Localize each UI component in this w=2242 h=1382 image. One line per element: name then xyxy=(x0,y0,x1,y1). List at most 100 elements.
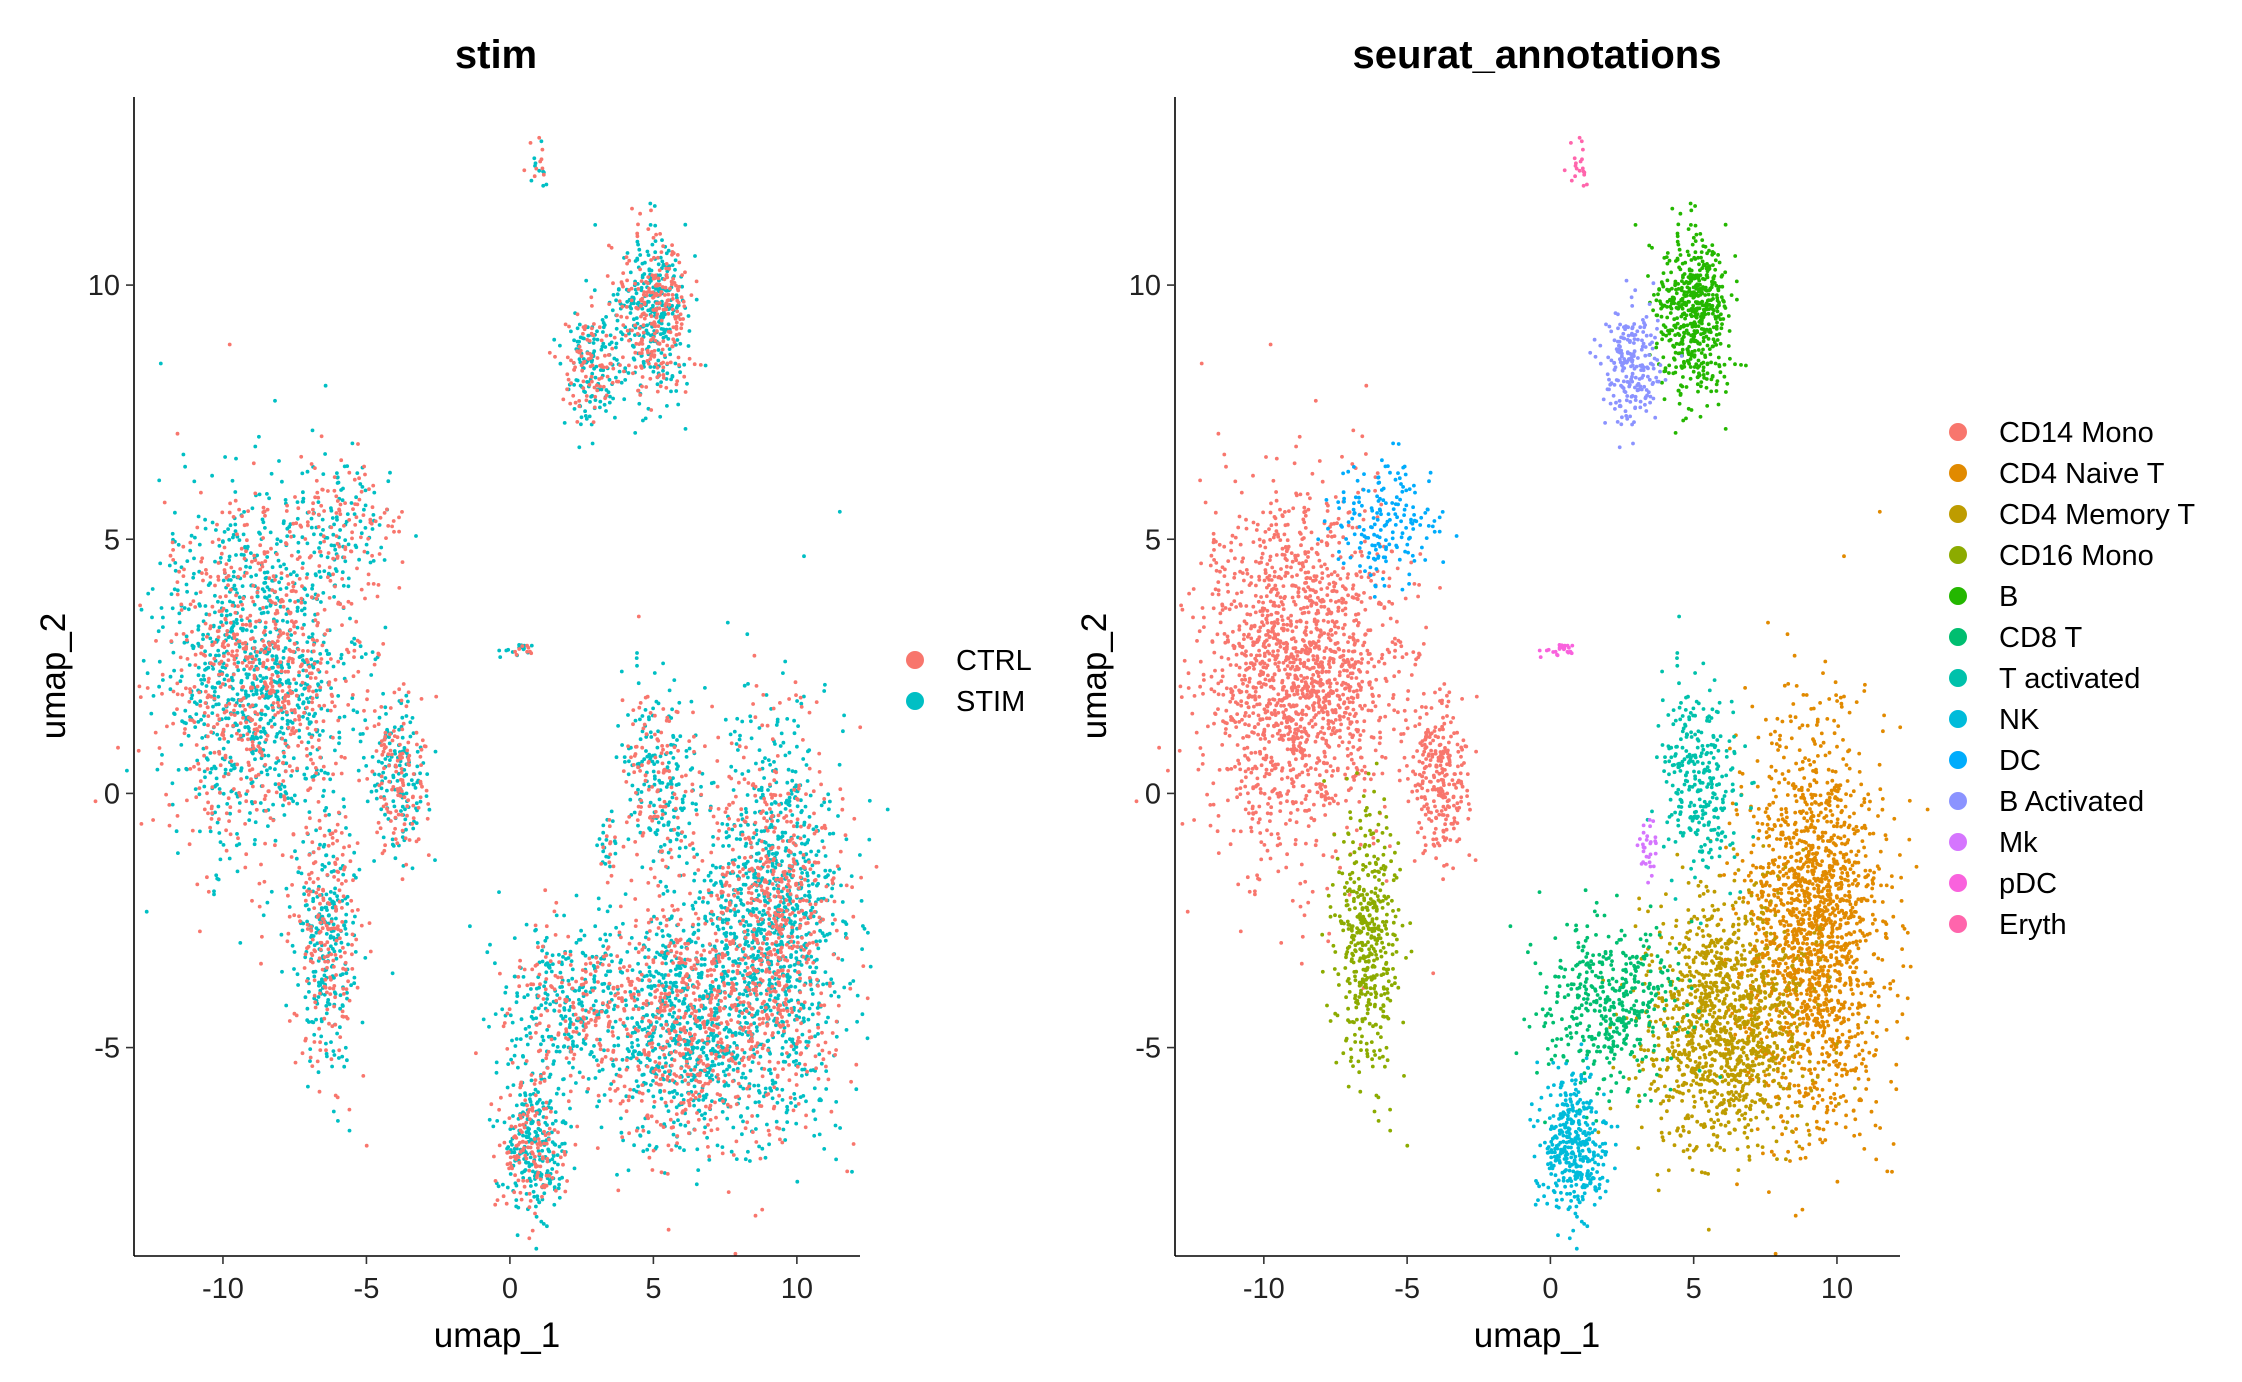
cell-point xyxy=(307,907,311,912)
cell-point xyxy=(544,1001,548,1005)
cell-point xyxy=(201,632,206,637)
cell-point xyxy=(193,787,198,791)
cell-point xyxy=(552,1202,557,1207)
cell-point xyxy=(746,875,750,880)
cell-point xyxy=(340,1054,345,1059)
cell-point xyxy=(765,942,769,946)
cell-point xyxy=(297,697,302,702)
cell-point xyxy=(286,701,291,706)
cell-point xyxy=(210,811,215,815)
cell-point xyxy=(332,475,337,479)
cell-point xyxy=(298,664,303,669)
cell-point xyxy=(503,990,508,995)
cell-point xyxy=(217,787,222,791)
cell-point xyxy=(615,1172,619,1177)
cell-point xyxy=(736,909,741,914)
cell-point xyxy=(343,756,347,760)
cell-point xyxy=(754,761,758,766)
cell-point xyxy=(583,390,587,394)
cell-point xyxy=(556,1162,560,1167)
cell-point xyxy=(176,542,181,547)
cell-point xyxy=(809,849,813,854)
cell-point xyxy=(221,843,226,847)
cell-point xyxy=(505,1146,509,1151)
cell-point xyxy=(285,620,290,624)
cell-point xyxy=(678,734,683,739)
cell-point xyxy=(231,672,236,677)
cell-point xyxy=(754,799,759,804)
cell-point xyxy=(400,727,405,732)
cell-point xyxy=(550,1167,555,1171)
cell-point xyxy=(355,566,359,571)
cell-point xyxy=(244,622,249,627)
cell-point xyxy=(823,682,827,687)
cell-point xyxy=(265,900,270,905)
cell-point xyxy=(806,1017,811,1022)
cell-point xyxy=(859,899,864,903)
cell-point xyxy=(648,827,653,832)
cell-point xyxy=(814,921,819,926)
cell-point xyxy=(829,993,834,998)
cell-point xyxy=(188,687,192,691)
cell-point xyxy=(271,574,276,579)
cell-point xyxy=(392,725,397,730)
cell-point xyxy=(390,971,395,976)
cell-point xyxy=(411,826,416,831)
cell-point xyxy=(810,905,815,910)
cell-point xyxy=(222,677,227,682)
cell-point xyxy=(414,801,419,806)
cell-point xyxy=(351,920,355,925)
cell-point xyxy=(801,757,806,761)
cell-point xyxy=(331,1109,336,1114)
cell-point xyxy=(249,574,254,579)
cell-point xyxy=(635,1038,640,1042)
cell-point xyxy=(363,596,367,601)
cell-point xyxy=(843,920,847,924)
cell-point xyxy=(236,737,241,741)
cell-point xyxy=(660,928,665,933)
cell-point xyxy=(741,915,746,919)
cell-point xyxy=(552,1185,557,1189)
cell-point xyxy=(724,835,729,840)
cell-point xyxy=(745,632,750,637)
cell-point xyxy=(772,886,776,891)
cell-point xyxy=(636,961,640,966)
cell-point xyxy=(493,1012,498,1016)
cell-point xyxy=(262,797,267,801)
cell-point xyxy=(381,642,386,646)
cell-point xyxy=(824,874,829,879)
cell-point xyxy=(677,1145,682,1150)
cell-point xyxy=(220,609,224,613)
cell-point xyxy=(273,767,277,772)
cell-point xyxy=(301,496,306,501)
cell-point xyxy=(550,1121,555,1126)
cell-point xyxy=(260,564,265,569)
cell-point xyxy=(244,792,249,796)
cell-point xyxy=(601,830,606,835)
cell-point xyxy=(266,721,271,726)
cell-point xyxy=(703,989,708,993)
cell-point xyxy=(333,748,337,753)
cell-point xyxy=(661,955,666,960)
cell-point xyxy=(404,714,409,718)
cell-point xyxy=(349,501,354,505)
cell-point xyxy=(331,854,336,859)
cell-point xyxy=(295,500,300,504)
cell-point xyxy=(393,856,398,861)
cell-point xyxy=(328,897,332,901)
cell-point xyxy=(742,1015,747,1020)
cell-point xyxy=(230,603,235,608)
cell-point xyxy=(397,586,402,590)
cell-point xyxy=(334,916,338,921)
cell-point xyxy=(266,789,271,794)
cell-point xyxy=(305,593,310,598)
cell-point xyxy=(292,677,296,682)
cell-point xyxy=(328,578,333,583)
cell-point xyxy=(804,763,809,767)
cell-point xyxy=(314,688,319,693)
cell-point xyxy=(618,960,623,965)
cell-point xyxy=(313,618,318,622)
cell-point xyxy=(345,996,349,1001)
cell-point xyxy=(794,1014,799,1018)
cell-point xyxy=(809,987,814,992)
